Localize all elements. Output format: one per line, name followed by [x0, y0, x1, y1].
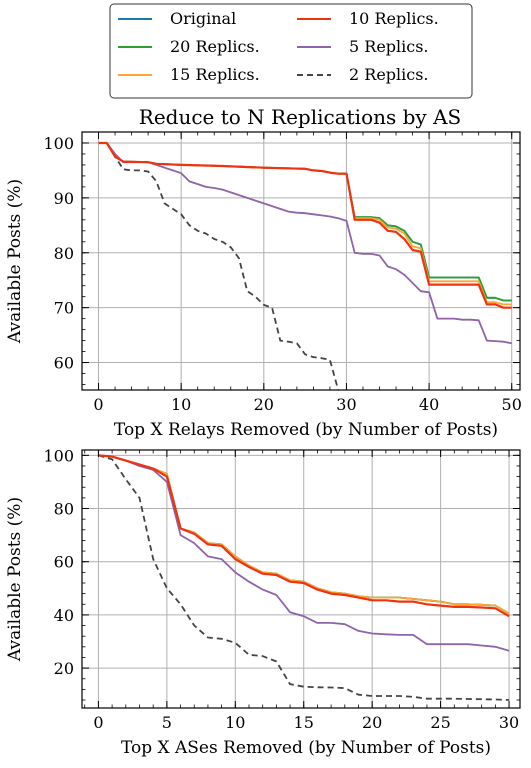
xtick-label-0-0: 0: [93, 395, 103, 414]
y-axis-label-1: Available Posts (%): [5, 497, 25, 662]
legend: Original 20 Replics. 15 Replics. 10 Replics…: [109, 3, 473, 99]
xtick-label-0-5: 50: [502, 395, 522, 414]
ytick-label-0-4: 100: [43, 134, 74, 153]
ytick-label-0-1: 70: [54, 299, 74, 318]
series-line-r2-1: [98, 454, 510, 701]
ytick-label-1-3: 80: [54, 500, 74, 519]
xtick-label-1-4: 20: [362, 713, 382, 732]
series-line-r10-1: [98, 454, 510, 618]
chart-title-1: Reduce to N Replications by AS: [139, 105, 461, 129]
ytick-label-0-0: 60: [54, 354, 74, 373]
series-line-r15-1: [98, 454, 510, 615]
ytick-label-1-4: 100: [43, 446, 74, 465]
legend-label-r20: 20 Replics.: [170, 37, 260, 56]
y-axis-label-0: Available Posts (%): [5, 179, 25, 344]
series-line-r5-0: [98, 142, 512, 345]
chart-panel-2: 0 5 10 15 20 25 30 20 40 60 80 100 Top X ASes Remove…: [5, 446, 521, 758]
xtick-label-1-2: 10: [225, 713, 245, 732]
xtick-label-1-3: 15: [294, 713, 314, 732]
xtick-label-0-4: 40: [419, 395, 439, 414]
ytick-label-0-3: 90: [54, 189, 74, 208]
legend-frame: [109, 3, 473, 99]
xtick-label-0-2: 20: [254, 395, 274, 414]
ytick-label-1-2: 60: [54, 553, 74, 572]
x-axis-label-1: Top X ASes Removed (by Number of Posts): [121, 738, 491, 758]
legend-label-orig: Original: [170, 9, 236, 28]
ytick-label-1-1: 40: [54, 606, 74, 625]
xtick-label-0-1: 10: [171, 395, 191, 414]
xtick-label-1-6: 30: [499, 713, 519, 732]
ytick-label-1-0: 20: [54, 659, 74, 678]
xtick-label-1-5: 25: [430, 713, 450, 732]
xtick-label-1-1: 5: [162, 713, 172, 732]
series-line-r5-1: [98, 454, 510, 652]
legend-label-r2: 2 Replics.: [349, 65, 429, 84]
axes-frame-1: [81, 449, 521, 709]
chart-panel-1: 0 10 20 30 40 50 60 70 80 90 100 Top X Relays Remov…: [5, 131, 522, 440]
xtick-label-0-3: 30: [336, 395, 356, 414]
series-line-r10-0: [98, 141, 512, 309]
legend-label-r10: 10 Replics.: [349, 9, 439, 28]
legend-label-r15: 15 Replics.: [170, 65, 260, 84]
xtick-label-1-0: 0: [93, 713, 103, 732]
series-line-r2-0: [98, 142, 340, 390]
axes-frame-0: [81, 131, 521, 391]
ytick-label-0-2: 80: [54, 244, 74, 263]
legend-label-r5: 5 Replics.: [349, 37, 429, 56]
x-axis-label-0: Top X Relays Removed (by Number of Posts…: [114, 420, 498, 440]
